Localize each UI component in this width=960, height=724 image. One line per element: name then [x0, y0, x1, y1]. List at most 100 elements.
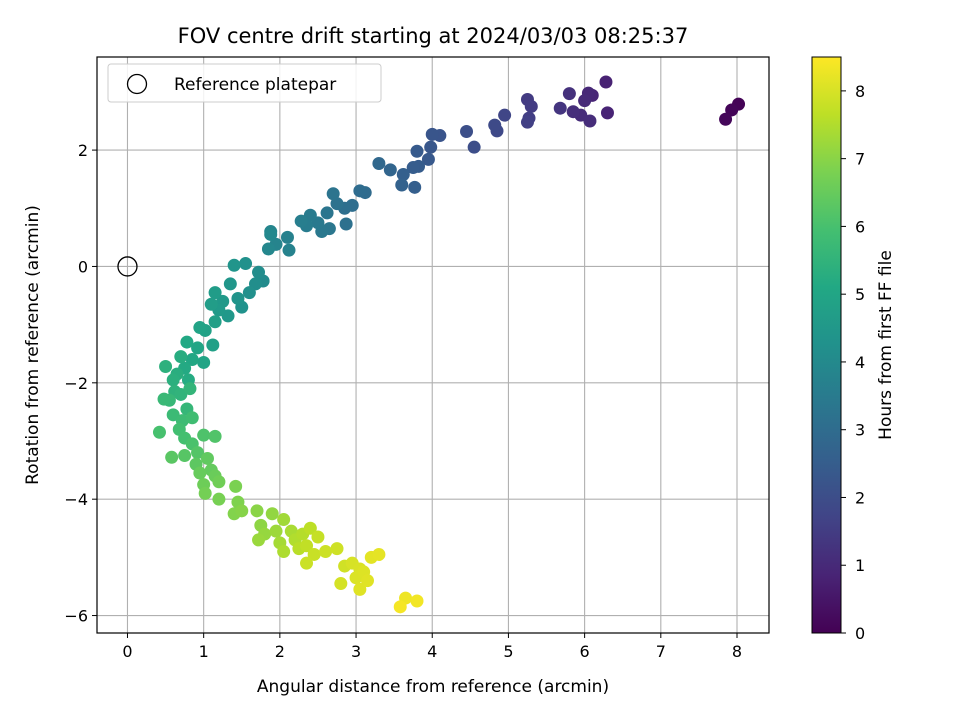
- data-point: [553, 101, 567, 115]
- data-point: [520, 115, 534, 129]
- reference-marker-layer: [117, 256, 138, 277]
- data-point: [282, 243, 296, 257]
- colorbar-tick-label: 3: [855, 421, 865, 440]
- data-point: [410, 594, 424, 608]
- data-point: [599, 75, 613, 89]
- data-point: [152, 425, 166, 439]
- data-point: [334, 577, 348, 591]
- colorbar-label: Hours from first FF file: [876, 250, 896, 440]
- x-axis-label: Angular distance from reference (arcmin): [257, 677, 609, 697]
- x-tick-label: 7: [656, 642, 666, 661]
- x-tick-label: 4: [427, 642, 437, 661]
- x-tick-label: 8: [732, 642, 742, 661]
- colorbar-gradient: [811, 56, 842, 634]
- x-tick-label: 2: [275, 642, 285, 661]
- data-point: [353, 184, 367, 198]
- colorbar-ticks: 0 1 2 3 4 5 6 7 8: [841, 82, 865, 643]
- colorbar-tick-label: 1: [855, 556, 865, 575]
- data-point: [200, 451, 214, 465]
- data-point: [191, 341, 205, 355]
- data-point: [252, 265, 266, 279]
- data-point: [383, 163, 397, 177]
- data-point: [197, 355, 211, 369]
- data-point: [193, 321, 207, 335]
- x-tick-label: 5: [503, 642, 513, 661]
- data-point: [242, 286, 256, 300]
- data-point: [311, 530, 325, 544]
- x-tick-label: 1: [199, 642, 209, 661]
- data-point: [396, 168, 410, 182]
- data-point: [300, 539, 314, 553]
- data-point: [277, 545, 291, 559]
- data-point: [408, 180, 422, 194]
- data-point: [185, 353, 199, 367]
- data-point: [157, 392, 171, 406]
- data-point: [159, 360, 173, 374]
- data-point: [269, 524, 283, 538]
- data-point: [239, 257, 253, 271]
- y-axis-label: Rotation from reference (arcmin): [23, 205, 43, 485]
- colorbar-tick-label: 2: [855, 488, 865, 507]
- data-point: [178, 449, 192, 463]
- plot-frame: [96, 56, 770, 634]
- colorbar-tick-label: 7: [855, 150, 865, 169]
- data-point: [360, 574, 374, 588]
- data-point: [212, 492, 226, 506]
- data-point: [467, 140, 481, 154]
- data-point: [372, 547, 386, 561]
- data-point: [174, 350, 188, 364]
- y-tick-label: −2: [64, 374, 88, 393]
- colorbar: 0 1 2 3 4 5 6 7 8 Hours from first FF file: [811, 56, 896, 643]
- y-axis-ticks: −6 −4 −2 0 2: [64, 141, 97, 626]
- y-tick-label: 0: [78, 257, 88, 276]
- data-point: [303, 521, 317, 535]
- data-point: [280, 230, 294, 244]
- legend: Reference platepar: [107, 63, 382, 103]
- data-point: [264, 227, 278, 241]
- data-point: [410, 144, 424, 158]
- data-point: [204, 297, 218, 311]
- x-tick-label: 3: [351, 642, 361, 661]
- colorbar-tick-label: 0: [855, 624, 865, 643]
- data-point: [330, 542, 344, 556]
- data-point: [307, 547, 321, 561]
- data-point: [193, 466, 207, 480]
- data-point: [294, 214, 308, 228]
- x-tick-label: 0: [122, 642, 132, 661]
- data-point: [578, 94, 592, 108]
- data-point: [300, 556, 314, 570]
- data-point: [206, 338, 220, 352]
- y-tick-label: −6: [64, 607, 88, 626]
- data-point: [460, 124, 474, 138]
- data-point: [227, 258, 241, 272]
- legend-marker-icon: [126, 73, 148, 95]
- data-point: [212, 475, 226, 489]
- data-point: [319, 545, 333, 559]
- data-point: [330, 197, 344, 211]
- data-point: [425, 127, 439, 141]
- data-point: [191, 446, 205, 460]
- y-tick-label: −4: [64, 490, 88, 509]
- data-point: [421, 152, 435, 166]
- data-point: [600, 106, 614, 120]
- data-point: [165, 450, 179, 464]
- data-point: [353, 582, 367, 596]
- data-point: [208, 286, 222, 300]
- data-point: [372, 156, 386, 170]
- data-point: [562, 87, 576, 101]
- chart-title: FOV centre drift starting at 2024/03/03 …: [178, 24, 689, 48]
- colorbar-tick-label: 8: [855, 82, 865, 101]
- data-point: [566, 105, 580, 119]
- x-axis-ticks: 0 1 2 3 4 5 6 7 8: [122, 633, 742, 661]
- data-point: [180, 335, 194, 349]
- data-point: [339, 217, 353, 231]
- data-point: [326, 187, 340, 201]
- data-point: [498, 108, 512, 122]
- data-point: [261, 242, 275, 256]
- data-point: [208, 315, 222, 329]
- data-point: [277, 513, 291, 527]
- data-point: [488, 118, 502, 132]
- data-point: [198, 486, 212, 500]
- data-point: [252, 533, 266, 547]
